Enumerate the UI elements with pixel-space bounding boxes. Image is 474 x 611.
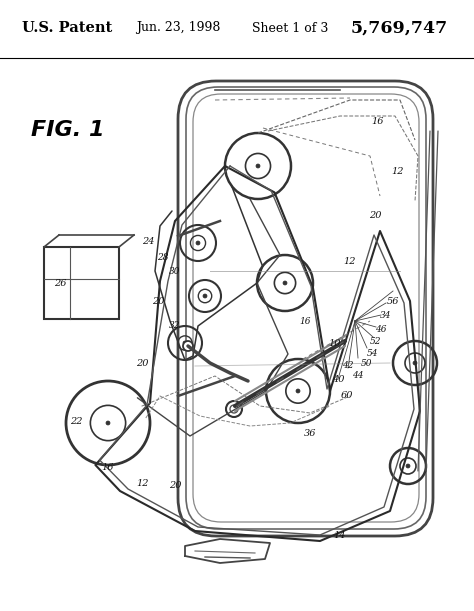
Text: 30: 30 bbox=[169, 266, 181, 276]
Circle shape bbox=[296, 389, 300, 393]
Circle shape bbox=[203, 294, 207, 298]
Text: 52: 52 bbox=[370, 337, 382, 345]
Circle shape bbox=[106, 421, 110, 425]
Text: 20: 20 bbox=[169, 481, 181, 491]
Circle shape bbox=[283, 281, 287, 285]
Text: 40: 40 bbox=[332, 375, 344, 384]
Circle shape bbox=[406, 464, 410, 468]
Text: 16: 16 bbox=[102, 464, 114, 472]
Text: 26: 26 bbox=[54, 279, 66, 288]
Text: 22: 22 bbox=[70, 417, 82, 425]
Text: 54: 54 bbox=[367, 348, 379, 357]
Text: 12: 12 bbox=[344, 257, 356, 266]
Text: 56: 56 bbox=[387, 296, 399, 306]
Text: 20: 20 bbox=[152, 296, 164, 306]
Text: 5,769,747: 5,769,747 bbox=[351, 20, 448, 37]
Text: 10: 10 bbox=[329, 338, 341, 348]
Bar bbox=[0, 0, 474, 58]
Text: 36: 36 bbox=[304, 428, 316, 437]
Text: 60: 60 bbox=[341, 392, 353, 400]
Circle shape bbox=[183, 341, 187, 345]
Circle shape bbox=[183, 341, 193, 351]
Text: 44: 44 bbox=[352, 371, 364, 381]
Text: 20: 20 bbox=[369, 211, 381, 221]
Text: 32: 32 bbox=[169, 321, 181, 331]
Text: 28: 28 bbox=[157, 254, 169, 263]
Text: 50: 50 bbox=[361, 359, 373, 367]
Bar bbox=[44, 247, 119, 319]
Text: 16: 16 bbox=[372, 117, 384, 125]
Text: 14: 14 bbox=[334, 532, 346, 541]
Text: FIG. 1: FIG. 1 bbox=[31, 120, 105, 140]
Text: 34: 34 bbox=[380, 312, 392, 321]
Text: 16: 16 bbox=[299, 316, 311, 326]
Circle shape bbox=[413, 361, 417, 365]
Text: 46: 46 bbox=[375, 324, 387, 334]
Text: U.S. Patent: U.S. Patent bbox=[22, 21, 112, 35]
Circle shape bbox=[196, 241, 200, 245]
Text: Sheet 1 of 3: Sheet 1 of 3 bbox=[252, 21, 328, 34]
Circle shape bbox=[256, 164, 260, 168]
Text: 20: 20 bbox=[136, 359, 148, 367]
Text: 12: 12 bbox=[137, 480, 149, 489]
Text: 12: 12 bbox=[392, 167, 404, 175]
Text: Jun. 23, 1998: Jun. 23, 1998 bbox=[136, 21, 220, 34]
Text: 24: 24 bbox=[142, 236, 154, 246]
Text: 42: 42 bbox=[342, 362, 354, 370]
